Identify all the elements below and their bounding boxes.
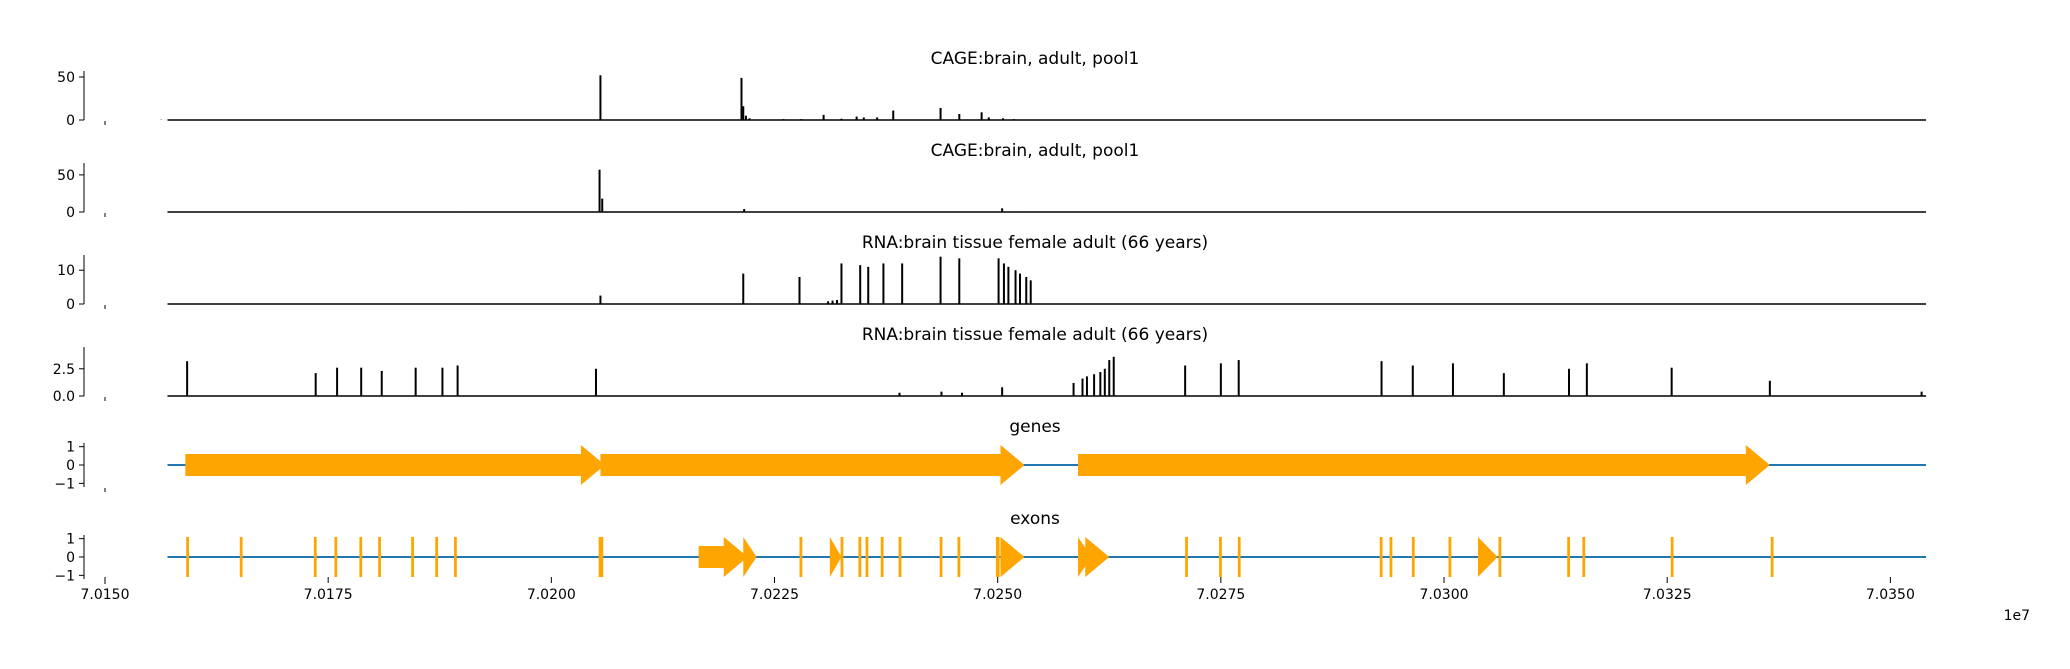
x-tick-label: 7.0175 — [304, 587, 353, 603]
feature-arrow — [1237, 537, 1241, 577]
feature-arrow — [378, 537, 381, 577]
feature-arrow — [743, 537, 757, 577]
feature-arrow — [313, 537, 317, 577]
feature-arrow — [799, 537, 803, 577]
track-title: RNA:brain tissue female adult (66 years) — [862, 325, 1208, 345]
feature-arrow — [435, 537, 439, 577]
feature-arrow — [995, 537, 1000, 577]
y-tick-label: −1 — [54, 568, 75, 584]
feature-arrow — [1411, 537, 1415, 577]
feature-arrow — [1078, 445, 1770, 485]
feature-arrow — [865, 537, 869, 577]
feature-arrow — [1219, 537, 1222, 577]
y-tick-label: 50 — [57, 168, 75, 184]
feature-arrow — [185, 445, 605, 485]
x-axis: 7.0150 7.0175 7.0200 7.0225 7.0250 7.0275 7.03… — [81, 577, 2030, 624]
feature-arrow — [698, 537, 748, 577]
feature-arrow — [1582, 537, 1586, 577]
feature-arrow — [939, 537, 943, 577]
feature-arrow — [1379, 537, 1383, 577]
y-tick-label: 2.5 — [53, 362, 75, 378]
feature-arrow — [598, 537, 604, 577]
x-tick-label: 7.0300 — [1420, 587, 1469, 603]
track-5: genes 1 0 −1 — [54, 417, 1927, 492]
track-title: RNA:brain tissue female adult (66 years) — [862, 233, 1208, 253]
track-3: RNA:brain tissue female adult (66 years)… — [57, 233, 1927, 313]
feature-arrow — [411, 537, 414, 577]
track-title: exons — [1010, 509, 1060, 529]
feature-arrow — [1670, 537, 1674, 577]
feature-arrow — [858, 537, 862, 577]
y-tick-label: 0 — [66, 205, 75, 221]
y-tick-label: 1 — [66, 532, 75, 548]
feature-arrow — [454, 537, 457, 577]
x-offset-label: 1e7 — [2004, 608, 2030, 624]
feature-arrow — [1185, 537, 1188, 577]
feature-arrow — [1498, 537, 1502, 577]
track-6: exons 1 0 −1 — [54, 509, 1927, 584]
track-title: CAGE:brain, adult, pool1 — [931, 49, 1140, 69]
x-tick-label: 7.0225 — [750, 587, 799, 603]
feature-arrow — [880, 537, 884, 577]
track-title: CAGE:brain, adult, pool1 — [931, 141, 1140, 161]
feature-arrow — [359, 537, 363, 577]
y-tick-label: 10 — [57, 263, 75, 279]
y-tick-label: 0 — [66, 550, 75, 566]
feature-arrow — [1000, 537, 1025, 577]
y-tick-label: 50 — [57, 70, 75, 86]
x-tick-label: 7.0325 — [1643, 587, 1692, 603]
y-tick-label: 1 — [66, 440, 75, 456]
x-tick-label: 7.0275 — [1196, 587, 1245, 603]
feature-arrow — [1448, 537, 1452, 577]
track-title: genes — [1009, 417, 1060, 437]
feature-arrow — [1085, 537, 1110, 577]
y-tick-label: 0 — [66, 458, 75, 474]
track-2: CAGE:brain, adult, pool1 50 0 — [57, 141, 1927, 221]
feature-arrow — [957, 537, 961, 577]
feature-arrow — [1567, 537, 1570, 577]
x-tick-label: 7.0350 — [1866, 587, 1915, 603]
track-4: RNA:brain tissue female adult (66 years)… — [53, 325, 1927, 405]
feature-arrow — [840, 537, 844, 577]
feature-arrow — [829, 537, 842, 577]
feature-arrow — [600, 445, 1025, 485]
feature-arrow — [898, 537, 902, 577]
y-tick-label: −1 — [54, 476, 75, 492]
x-tick-label: 7.0200 — [527, 587, 576, 603]
x-tick-label: 7.0150 — [81, 587, 130, 603]
feature-arrow — [186, 537, 190, 577]
y-tick-label: 0.0 — [53, 389, 75, 405]
feature-arrow — [1389, 537, 1393, 577]
feature-arrow — [1078, 537, 1092, 577]
track-1: CAGE:brain, adult, pool1 50 0 — [57, 49, 1927, 129]
x-tick-label: 7.0250 — [973, 587, 1022, 603]
feature-arrow — [334, 537, 338, 577]
feature-arrow — [239, 537, 243, 577]
y-tick-label: 0 — [66, 297, 75, 313]
feature-arrow — [1770, 537, 1774, 577]
feature-arrow — [1477, 537, 1498, 577]
y-tick-label: 0 — [66, 113, 75, 129]
